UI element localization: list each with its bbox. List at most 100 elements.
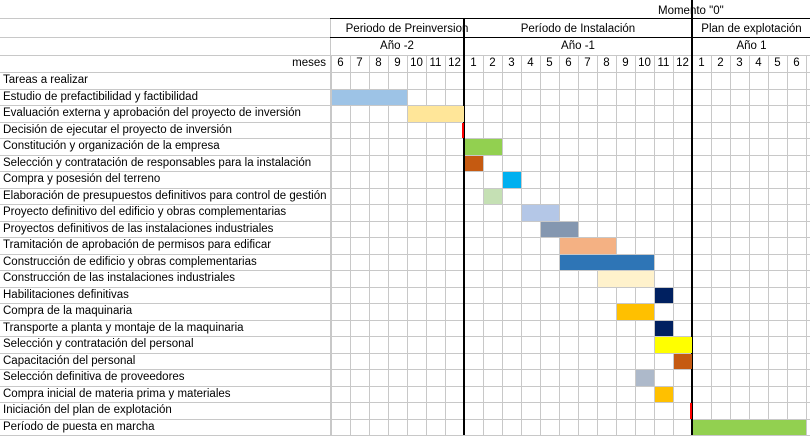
month-label: 4 (527, 57, 534, 69)
month-label: 6 (337, 57, 344, 69)
grid-month-line (445, 55, 446, 435)
month-label: 5 (774, 57, 781, 69)
task-bar (655, 337, 692, 353)
grid-row-line (0, 402, 810, 403)
grid-month-line (426, 55, 427, 435)
month-label: 8 (603, 57, 610, 69)
grid-month-line (616, 55, 617, 435)
grid-month-line (502, 55, 503, 435)
grid-row-line (0, 122, 810, 123)
grid-row-line (0, 237, 810, 238)
grid-row-line (0, 353, 810, 354)
grid-month-line (559, 55, 560, 435)
task-bar (655, 386, 673, 402)
month-label: 7 (584, 57, 591, 69)
grid-row-line (0, 287, 810, 288)
task-label: Habilitaciones definitivas (3, 288, 129, 301)
task-bar (617, 304, 654, 320)
month-label: 1 (698, 57, 705, 69)
task-label: Selección y contratación del personal (3, 338, 194, 350)
grid-month-line (350, 55, 351, 435)
month-label: 4 (755, 57, 762, 69)
grid-month-line (521, 55, 522, 435)
grid-row-line (0, 221, 810, 222)
grid-month-line (673, 55, 674, 435)
task-label: Proyecto definitivo del edificio y obras… (3, 206, 287, 218)
task-bar (655, 287, 673, 303)
grid-label-border (330, 18, 331, 435)
grid-row-line (0, 386, 810, 387)
header-top-border (330, 18, 810, 19)
month-label: 12 (676, 57, 689, 69)
task-label: Construcción de edificio y obras complem… (3, 255, 257, 268)
task-bar (598, 271, 654, 287)
grid-row-line (0, 155, 810, 156)
grid-month-line (635, 55, 636, 435)
task-bar (541, 221, 578, 237)
grid-month-line (388, 55, 389, 435)
grid-month-line (787, 55, 788, 435)
tasks-header: Tareas a realizar (3, 74, 89, 86)
grid-row-line (0, 72, 810, 73)
months-label: meses (292, 57, 326, 69)
grid-month-line (407, 55, 408, 435)
period-preinversion: Periodo de Preinversion (345, 23, 469, 35)
month-label: 11 (429, 57, 442, 69)
task-label: Compra de la maquinaria (3, 305, 133, 317)
task-label: Proyectos definitivos de las instalacion… (3, 222, 274, 235)
month-label: 8 (375, 57, 382, 69)
task-bar (674, 353, 692, 369)
grid-month-line (806, 55, 807, 435)
month-label: 9 (622, 57, 629, 69)
month-label: 1 (470, 57, 477, 69)
grid-row-line (0, 419, 810, 420)
grid-row-line (0, 254, 810, 255)
task-bar (560, 254, 654, 270)
task-bar (693, 419, 806, 435)
task-label: Construcción de las instalaciones indust… (3, 272, 236, 284)
milestone-marker (462, 122, 464, 138)
grid-row-line (0, 320, 810, 321)
task-bar (655, 320, 673, 336)
month-label: 6 (565, 57, 572, 69)
grid-month-line (749, 55, 750, 435)
task-label: Elaboración de presupuestos definitivos … (3, 189, 327, 202)
grid-month-line (369, 55, 370, 435)
grid-row-line (0, 369, 810, 370)
moment-zero-line (691, 0, 693, 435)
month-label: 7 (356, 57, 363, 69)
task-bar (503, 172, 521, 188)
month-label: 3 (508, 57, 515, 69)
task-label: Compra inicial de materia prima y materi… (3, 387, 231, 400)
grid-row-line (0, 270, 810, 271)
grid-month-line (730, 55, 731, 435)
period-explotacion: Plan de explotación (701, 23, 802, 35)
month-label: 2 (489, 57, 496, 69)
month-label: 3 (736, 57, 743, 69)
grid-row-line (0, 303, 810, 304)
period-separator (463, 18, 465, 435)
month-label: 12 (448, 57, 461, 69)
task-bar (484, 188, 502, 204)
month-label: 10 (638, 57, 651, 69)
task-label: Evaluación externa y aprobación del proy… (3, 107, 301, 119)
grid-month-line (331, 55, 332, 435)
task-label: Tramitación de aprobación de permisos pa… (3, 239, 272, 251)
task-bar (332, 89, 407, 105)
milestone-marker (690, 403, 692, 419)
year-minus-2: Año -2 (380, 40, 414, 52)
task-bar (522, 205, 559, 221)
grid-row-line (0, 105, 810, 106)
task-label: Estudio de prefactibilidad y factibilida… (3, 90, 198, 103)
task-bar (465, 139, 502, 155)
moment-zero-label: Momento "0" (658, 5, 724, 17)
month-label: 6 (793, 57, 800, 69)
month-label: 5 (546, 57, 553, 69)
month-label: 9 (394, 57, 401, 69)
year-1: Año 1 (736, 40, 767, 52)
month-label: 10 (410, 57, 423, 69)
year-minus-1: Año -1 (561, 40, 595, 52)
month-label: 11 (657, 57, 670, 69)
grid-month-line (711, 55, 712, 435)
